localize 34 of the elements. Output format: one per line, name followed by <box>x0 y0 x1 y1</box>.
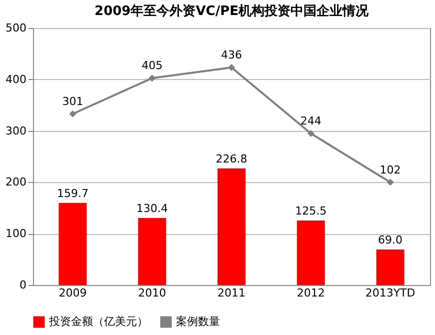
x-tick-label: 2013YTD <box>365 286 416 300</box>
data-label: 102 <box>380 163 401 176</box>
y-tick-label: 400 <box>6 72 26 86</box>
bar <box>218 168 246 285</box>
point <box>228 64 236 72</box>
x-tick-label: 2012 <box>296 286 325 300</box>
bar <box>376 250 404 285</box>
point <box>148 74 156 82</box>
data-label: 69.0 <box>378 234 403 247</box>
data-label: 130.4 <box>136 202 168 215</box>
y-tick-label: 300 <box>6 124 26 138</box>
point <box>307 130 314 138</box>
bar <box>58 202 87 285</box>
legend-label: 案例数量 <box>176 315 220 328</box>
y-tick-label: 200 <box>6 176 26 189</box>
data-label: 436 <box>221 48 242 62</box>
y-tick-label: 100 <box>6 227 26 240</box>
chart-title: 2009年至今外资VC/PE机构投资中国企业情况 <box>94 4 370 19</box>
x-tick-label: 2009 <box>58 286 87 300</box>
y-tick-label: 0 <box>20 278 26 292</box>
legend-label: 投资金额（亿美元） <box>48 315 148 328</box>
x-tick-label: 2010 <box>138 286 166 300</box>
data-label: 125.5 <box>295 204 327 218</box>
y-tick-label: 500 <box>6 22 26 34</box>
point <box>69 110 76 118</box>
x-tick-label: 2011 <box>218 286 246 300</box>
point <box>386 178 394 186</box>
bar <box>138 218 166 285</box>
data-label: 405 <box>142 59 163 72</box>
data-label: 159.7 <box>56 186 88 200</box>
data-label: 226.8 <box>216 152 248 166</box>
data-label: 244 <box>300 114 322 128</box>
bar <box>296 220 325 285</box>
data-label: 301 <box>62 94 84 108</box>
